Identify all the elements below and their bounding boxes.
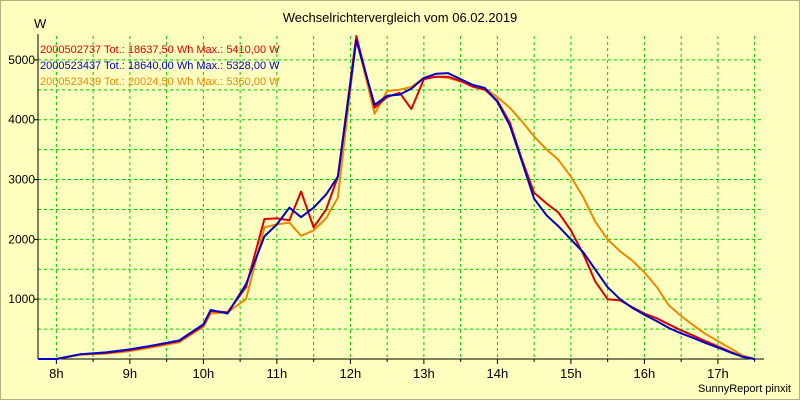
footer-credit: SunnyReport pinxit: [698, 383, 791, 395]
legend-entry-3: 2000523439 Tot.: 20024,50 Wh Max.: 5360,…: [40, 76, 280, 88]
series-line-2: [38, 39, 755, 360]
axes: [34, 34, 764, 364]
x-tick-label: 14h: [487, 366, 509, 381]
y-tick-label: 1000: [8, 292, 35, 306]
y-tick-label: 5000: [8, 53, 35, 67]
series-line-3: [38, 37, 755, 360]
tick-labels: 8h 9h 10h 11h 12h 13h 14h 15h 16h 17h 1000 2000 3000…: [8, 53, 728, 381]
x-tick-label: 16h: [634, 366, 656, 381]
x-tick-label: 12h: [340, 366, 362, 381]
x-tick-label: 8h: [49, 366, 63, 381]
y-tick-label: 4000: [8, 113, 35, 127]
legend-entry-2: 2000523437 Tot.: 18640,00 Wh Max.: 5328,…: [40, 60, 280, 72]
y-axis-unit-label: W: [34, 16, 47, 31]
chart-title: Wechselrichtervergleich vom 06.02.2019: [282, 10, 518, 25]
x-tick-label: 10h: [193, 366, 215, 381]
legend-entry-1: 2000502737 Tot.: 18637,50 Wh Max.: 5410,…: [40, 44, 280, 56]
grid-lines: [38, 36, 762, 359]
y-tick-label: 2000: [8, 232, 35, 246]
legend: 2000502737 Tot.: 18637,50 Wh Max.: 5410,…: [40, 42, 280, 90]
x-tick-label: 15h: [560, 366, 582, 381]
x-tick-label: 17h: [707, 366, 729, 381]
x-tick-label: 13h: [413, 366, 435, 381]
x-tick-label: 9h: [123, 366, 137, 381]
y-tick-label: 3000: [8, 173, 35, 187]
series-lines: [38, 35, 755, 360]
x-tick-label: 11h: [267, 366, 288, 381]
